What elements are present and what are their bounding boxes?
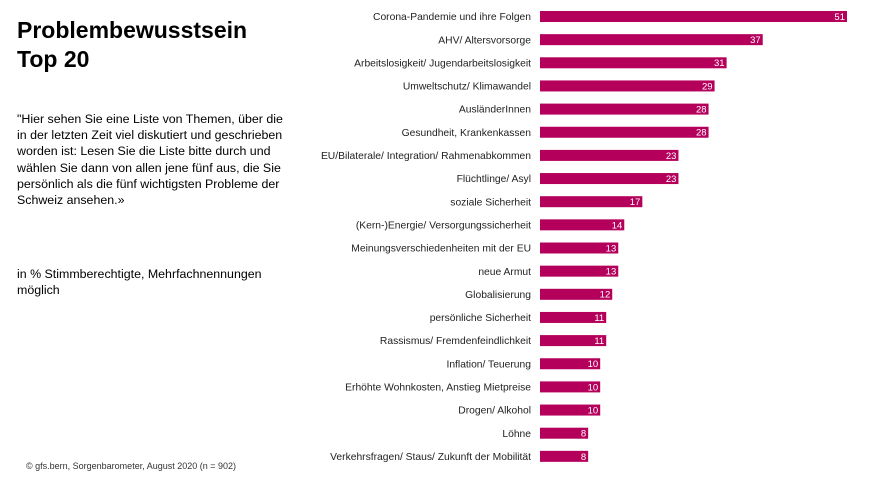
category-label: Flüchtlinge/ Asyl xyxy=(457,174,531,185)
chart-title: Problembewusstsein Top 20 xyxy=(17,16,247,74)
bar-6 xyxy=(540,126,709,138)
bar-17 xyxy=(540,381,601,393)
bar-1 xyxy=(540,11,847,22)
category-label: Globalisierung xyxy=(465,290,531,301)
value-label: 10 xyxy=(588,359,599,370)
value-label: 12 xyxy=(600,290,611,301)
bar-14 xyxy=(540,311,607,323)
bar-15 xyxy=(540,335,607,347)
category-label: Löhne xyxy=(502,429,531,440)
bar-5 xyxy=(540,103,709,115)
value-label: 13 xyxy=(606,243,617,254)
bar-3 xyxy=(540,57,727,69)
value-label: 11 xyxy=(594,313,604,324)
category-label: Erhöhte Wohnkosten, Anstieg Mietpreise xyxy=(345,383,531,394)
bar-9 xyxy=(540,196,643,208)
category-label: Umweltschutz/ Klimawandel xyxy=(403,82,531,93)
value-label: 23 xyxy=(666,174,677,185)
value-label: 14 xyxy=(612,220,623,231)
unit-note: in % Stimmberechtigte, Mehrfachnennungen… xyxy=(17,267,262,298)
value-label: 8 xyxy=(581,452,586,463)
value-label: 37 xyxy=(750,35,761,46)
survey-question: "Hier sehen Sie eine Liste von Themen, ü… xyxy=(17,112,283,208)
category-label: AusländerInnen xyxy=(459,105,531,116)
bar-4 xyxy=(540,80,715,92)
category-label: Meinungsverschiedenheiten mit der EU xyxy=(351,244,531,255)
value-label: 17 xyxy=(630,197,641,208)
category-label: Arbeitslosigkeit/ Jugendarbeitslosigkeit xyxy=(354,58,531,69)
value-label: 28 xyxy=(696,128,707,139)
category-label: Gesundheit, Krankenkassen xyxy=(402,128,532,139)
bar-13 xyxy=(540,288,613,300)
title-line-1: Problembewusstsein xyxy=(17,17,248,43)
source-note: © gfs.bern, Sorgenbarometer, August 2020… xyxy=(26,461,237,471)
bar-8 xyxy=(540,173,679,185)
bar-19 xyxy=(540,427,589,439)
value-label: 23 xyxy=(666,151,677,162)
category-label: Verkehrsfragen/ Staus/ Zukunft der Mobil… xyxy=(330,452,531,463)
category-label: soziale Sicherheit xyxy=(450,197,531,208)
bar-7 xyxy=(540,149,679,161)
category-label: (Kern-)Energie/ Versorgungssicherheit xyxy=(356,220,531,231)
value-label: 29 xyxy=(702,81,713,92)
bar-12 xyxy=(540,265,619,277)
bar-10 xyxy=(540,219,625,231)
category-label: EU/Bilaterale/ Integration/ Rahmenabkomm… xyxy=(321,151,531,162)
category-label: Corona-Pandemie und ihre Folgen xyxy=(373,12,531,23)
bar-16 xyxy=(540,358,601,370)
bar-2 xyxy=(540,34,763,46)
bar-18 xyxy=(540,404,601,416)
value-label: 51 xyxy=(834,12,845,23)
category-label: Rassismus/ Fremdenfeindlichkeit xyxy=(380,336,531,347)
bar-20 xyxy=(540,450,589,462)
value-label: 28 xyxy=(696,105,707,116)
bar-11 xyxy=(540,242,619,254)
value-label: 13 xyxy=(606,267,617,278)
category-label: AHV/ Altersvorsorge xyxy=(438,35,531,46)
value-label: 10 xyxy=(588,405,599,416)
value-label: 31 xyxy=(714,58,725,69)
value-label: 11 xyxy=(594,336,604,347)
category-label: neue Armut xyxy=(478,267,531,278)
title-line-2: Top 20 xyxy=(17,46,90,72)
value-label: 10 xyxy=(588,382,599,393)
value-label: 8 xyxy=(581,429,586,440)
category-label: persönliche Sicherheit xyxy=(430,313,531,324)
category-label: Inflation/ Teuerung xyxy=(446,359,531,370)
category-label: Drogen/ Alkohol xyxy=(458,406,531,417)
